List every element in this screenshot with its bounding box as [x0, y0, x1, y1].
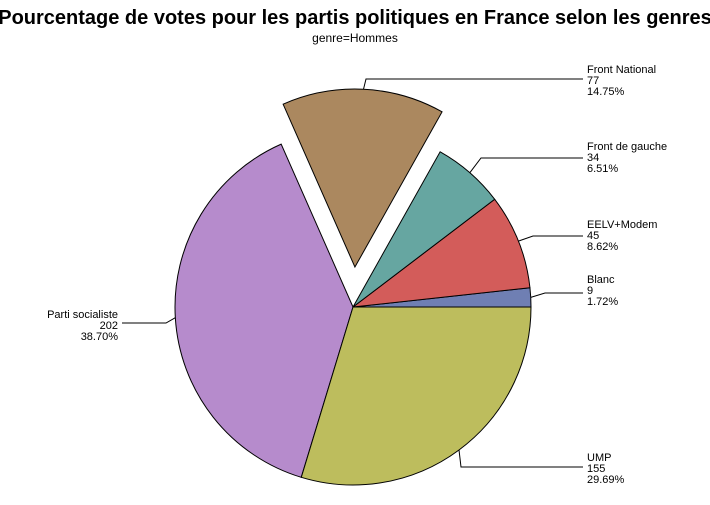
pie-slice-front-national [282, 88, 443, 269]
slice-label-ump: UMP [587, 452, 611, 464]
slice-value-parti-socialiste: 202 [100, 320, 118, 332]
slice-percent-parti-socialiste: 38.70% [81, 331, 119, 343]
pie-slice-parti-socialiste [174, 143, 354, 478]
leader-line-ump [458, 449, 583, 468]
slice-percent-blanc: 1.72% [587, 296, 618, 308]
slice-value-blanc: 9 [587, 285, 593, 297]
slice-label-front-national: Front National [587, 64, 656, 76]
slice-label-front-de-gauche: Front de gauche [587, 141, 667, 153]
slice-value-front-de-gauche: 34 [587, 152, 599, 164]
pie-slice-front-de-gauche [352, 151, 496, 308]
pie-slice-eelv-modem [351, 198, 531, 308]
slice-value-eelv-modem: 45 [587, 230, 599, 242]
leader-line-eelv-modem [518, 235, 583, 242]
slice-value-front-national: 77 [587, 75, 599, 87]
slice-label-parti-socialiste: Parti socialiste [47, 309, 118, 321]
leader-line-blanc [530, 292, 583, 298]
slice-percent-front-de-gauche: 6.51% [587, 163, 618, 175]
leader-line-front-national [363, 78, 583, 90]
leader-line-front-de-gauche [469, 157, 583, 174]
slice-percent-front-national: 14.75% [587, 86, 625, 98]
slice-label-blanc: Blanc [587, 274, 615, 286]
slice-label-eelv-modem: EELV+Modem [587, 219, 657, 231]
pie-slices [174, 88, 532, 486]
slice-percent-eelv-modem: 8.62% [587, 241, 618, 253]
slice-value-ump: 155 [587, 463, 605, 475]
chart-subtitle: genre=Hommes [312, 31, 398, 45]
slice-percent-ump: 29.69% [587, 474, 625, 486]
leader-line-parti-socialiste [122, 317, 176, 324]
chart-title: Pourcentage de votes pour les partis pol… [0, 7, 710, 29]
